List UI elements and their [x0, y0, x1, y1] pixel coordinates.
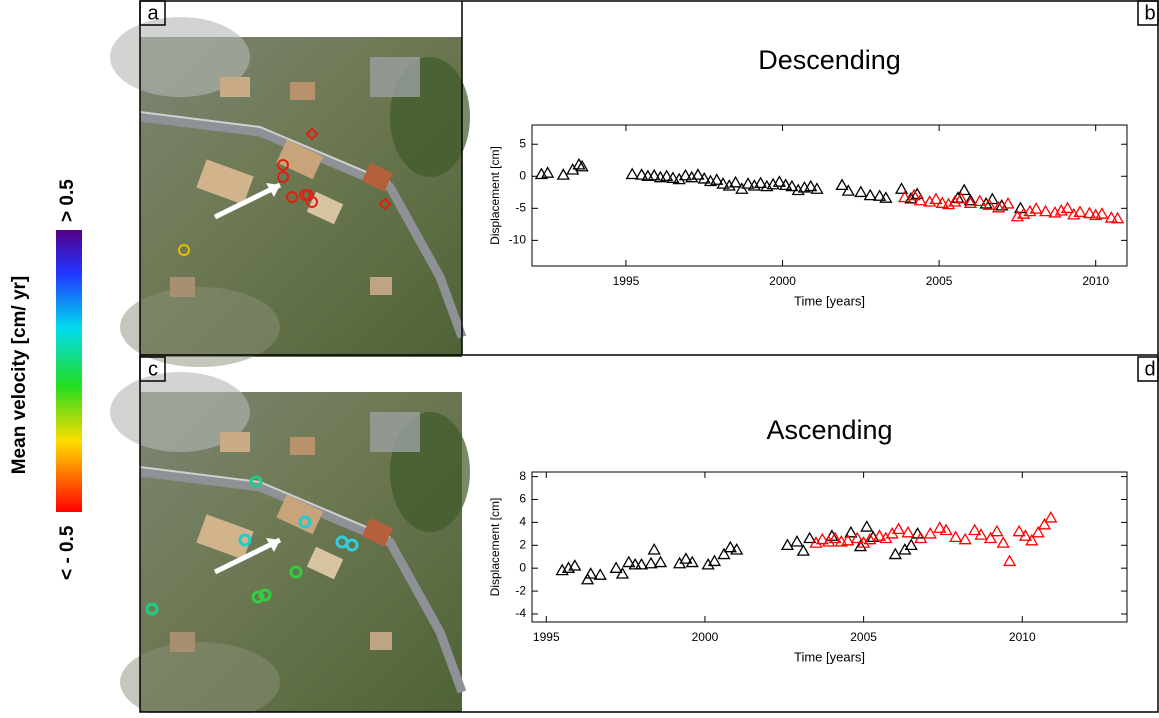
- point: [837, 180, 848, 190]
- point: [991, 526, 1002, 536]
- point: [791, 536, 802, 546]
- colorbar-max: > 0.5: [57, 179, 78, 222]
- panel-label: c: [148, 358, 158, 380]
- x-tick-label: 1995: [613, 274, 640, 288]
- y-tick-label: 8: [519, 469, 526, 483]
- figure: Mean velocity [cm/ yr] > 0.5 < - 0.5 a b: [0, 0, 1159, 713]
- y-tick-label: -10: [509, 233, 527, 247]
- satellite-image-a: [110, 17, 470, 367]
- colorbar: [56, 230, 82, 512]
- point: [950, 532, 961, 542]
- point: [1031, 203, 1042, 213]
- y-tick-label: 2: [519, 537, 526, 551]
- x-tick-label: 2010: [1082, 274, 1109, 288]
- point: [611, 563, 622, 573]
- x-tick-label: 2010: [1009, 630, 1036, 644]
- x-tick-label: 1995: [533, 630, 560, 644]
- point: [998, 537, 1009, 547]
- point: [960, 534, 971, 544]
- panel-label: b: [1144, 2, 1155, 24]
- point: [896, 184, 907, 194]
- point: [985, 533, 996, 543]
- point: [725, 542, 736, 552]
- colorbar-min: < - 0.5: [57, 525, 78, 580]
- panel-label: a: [147, 2, 159, 24]
- point: [903, 527, 914, 537]
- point: [718, 549, 729, 559]
- point: [627, 169, 638, 179]
- chart-title: Ascending: [766, 415, 892, 445]
- point: [655, 557, 666, 567]
- point: [855, 187, 866, 197]
- point: [861, 521, 872, 531]
- point: [617, 568, 628, 578]
- x-tick-label: 2005: [850, 630, 877, 644]
- chart-title: Descending: [758, 45, 901, 75]
- y-tick-label: -4: [515, 606, 526, 620]
- y-tick-label: 0: [519, 560, 526, 574]
- y-tick-label: -5: [515, 200, 526, 214]
- point: [1075, 207, 1086, 217]
- x-axis-title: Time [years]: [794, 293, 865, 308]
- point: [925, 528, 936, 538]
- y-tick-label: 5: [519, 136, 526, 150]
- point: [1040, 206, 1051, 216]
- x-tick-label: 2000: [692, 630, 719, 644]
- point: [582, 574, 593, 584]
- point: [1004, 556, 1015, 566]
- point: [1045, 512, 1056, 522]
- colorbar-title: Mean velocity [cm/ yr]: [9, 276, 30, 475]
- point: [569, 560, 580, 570]
- x-tick-label: 2000: [769, 274, 796, 288]
- plot-frame: [532, 472, 1127, 622]
- point: [843, 186, 854, 196]
- point: [934, 523, 945, 533]
- point: [782, 540, 793, 550]
- satellite-image-c: [110, 372, 470, 713]
- x-tick-label: 2005: [926, 274, 953, 288]
- y-tick-label: -2: [515, 583, 526, 597]
- x-axis-title: Time [years]: [794, 649, 865, 664]
- point: [1003, 198, 1014, 208]
- y-tick-label: 6: [519, 492, 526, 506]
- point: [623, 557, 634, 567]
- point: [1039, 519, 1050, 529]
- panel-label: d: [1144, 358, 1155, 380]
- point: [649, 544, 660, 554]
- y-axis-title: Displacement [cm]: [488, 146, 502, 245]
- y-axis-title: Displacement [cm]: [488, 498, 502, 597]
- point: [865, 190, 876, 200]
- point: [959, 185, 970, 195]
- plot-frame: [532, 125, 1127, 266]
- point: [798, 546, 809, 556]
- y-tick-label: 0: [519, 168, 526, 182]
- point: [1062, 203, 1073, 213]
- y-tick-label: 4: [519, 515, 526, 529]
